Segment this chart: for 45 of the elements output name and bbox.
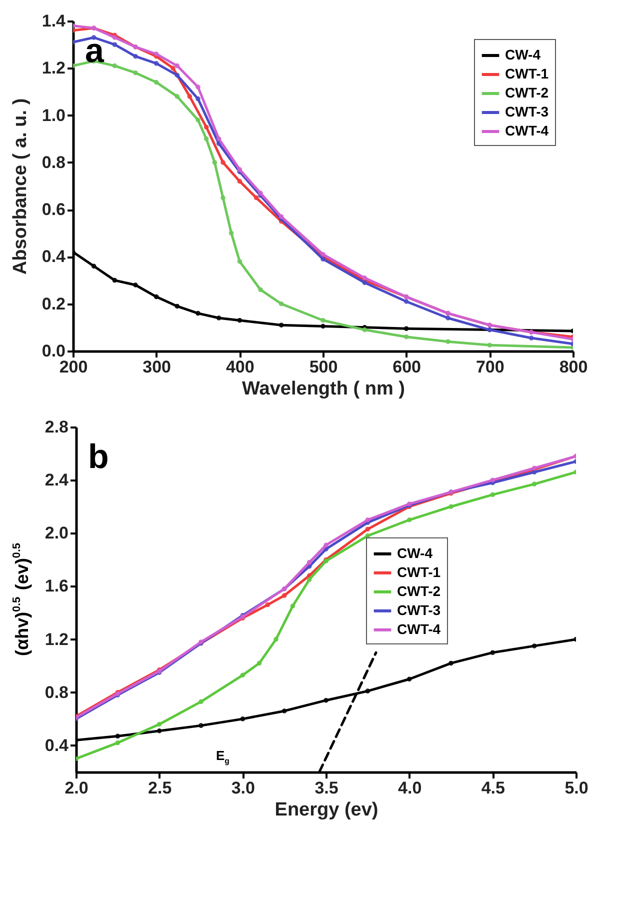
x-tick-label: 800 [559,358,588,376]
x-tick-label: 4.0 [398,778,422,798]
legend-label: CWT-2 [397,582,441,599]
x-tick-label: 600 [392,358,422,376]
x-tick-label: 3.0 [231,778,255,798]
legend-label: CW-4 [397,544,433,561]
y-tick-label: 0.2 [42,294,66,314]
y-tick-label: 1.6 [44,576,68,596]
x-tick-label: 300 [142,358,172,376]
y-tick-label: 0.8 [44,682,68,702]
y-tick-label: 2.8 [44,418,68,436]
y-tick-label: 0.4 [42,247,66,266]
annotation: b [88,438,109,476]
legend-label: CWT-2 [505,84,549,100]
annotation: a [85,32,105,70]
x-axis-title: Wavelength ( nm ) [242,378,405,400]
y-tick-label: 1.2 [42,58,66,78]
y-axis-title: Absorbance ( a. u. ) [10,98,31,275]
x-axis-title: Energy (ev) [274,800,378,820]
legend-label: CWT-3 [505,104,549,120]
x-tick-label: 700 [476,358,504,376]
y-tick-label: 0.0 [42,342,66,360]
legend-label: CWT-3 [397,602,441,618]
y-tick-label: 1.0 [42,106,66,125]
legend-label: CWT-4 [397,620,441,637]
y-axis-title: (αhv)0.5 (ev)0.5 [10,543,32,656]
x-tick-label: 3.5 [314,778,338,798]
x-tick-label: 200 [59,358,88,376]
x-tick-label: 5.0 [564,778,588,798]
y-tick-label: 0.6 [42,200,66,220]
y-tick-label: 1.4 [42,12,66,30]
y-tick-label: 2.0 [44,524,68,543]
x-tick-label: 400 [226,358,254,376]
x-tick-label: 500 [309,358,338,376]
legend-label: CW-4 [505,46,541,62]
x-tick-label: 4.5 [481,778,505,798]
y-tick-label: 1.2 [44,630,68,649]
y-tick-label: 0.4 [44,736,70,755]
x-tick-label: 2.5 [148,778,172,798]
y-tick-label: 0.8 [42,152,66,172]
y-tick-label: 2.4 [44,470,70,490]
legend-label: CWT-4 [505,122,549,138]
legend-label: CWT-1 [505,66,549,82]
legend-label: CWT-1 [397,564,441,580]
x-tick-label: 2.0 [64,778,88,798]
